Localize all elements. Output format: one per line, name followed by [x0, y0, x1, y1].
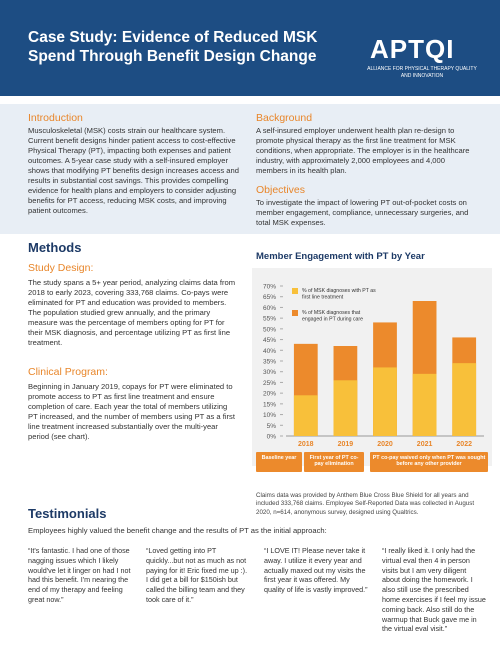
heading: Background: [256, 112, 313, 124]
chart-caption: Claims data was provided by Anthem Blue …: [256, 492, 475, 516]
y-tick-label: 70%: [263, 284, 276, 291]
legend-label: % of MSK diagnoses that engaged in PT dur…: [302, 310, 363, 323]
y-tick-label: 60%: [263, 305, 276, 312]
legend-line: engaged in PT during care: [302, 317, 363, 323]
y-tick-label: 45%: [263, 337, 276, 344]
legend-label-text: % of MSK diagnoses with PT as first line …: [302, 288, 376, 301]
y-tick-label: 25%: [263, 380, 276, 387]
y-tick-label: 55%: [263, 316, 276, 323]
subheading: Study Design:: [28, 262, 94, 274]
heading: Methods: [28, 240, 82, 255]
bar: [373, 367, 397, 436]
annotation-box: [370, 452, 488, 472]
bar: [452, 363, 477, 436]
bar: [293, 395, 318, 436]
legend-line: % of MSK diagnoses with PT as: [302, 288, 376, 294]
y-tick-label: 20%: [263, 391, 276, 398]
logo-tagline: ALLIANCE FOR PHYSICAL THERAPY QUALITY AN…: [367, 66, 477, 79]
bar: [412, 373, 437, 436]
y-tick-label: 30%: [263, 369, 276, 376]
x-tick-label: 2022: [456, 441, 472, 448]
x-tick-label: 2020: [377, 441, 393, 448]
annotation-box: [304, 452, 364, 472]
y-tick-label: 15%: [263, 401, 276, 408]
annotation-text: First year of PT co-pay elimination: [309, 455, 359, 468]
y-tick-label: 65%: [263, 294, 276, 301]
paragraph: To investigate the impact of lowering PT…: [256, 198, 469, 227]
annotation-text: PT co-pay waived only when PT was sought…: [372, 455, 486, 468]
annotation-box: [256, 452, 302, 472]
y-tick-label: 0%: [267, 434, 277, 441]
y-tick-label: 35%: [263, 359, 276, 366]
paragraph: Musculoskeletal (MSK) costs strain our h…: [28, 126, 239, 215]
bar: [333, 380, 358, 436]
annotation-text: Baseline year: [261, 455, 297, 461]
legend-line: first line treatment: [302, 295, 344, 301]
heading: Introduction: [28, 112, 83, 124]
logo: APTQI: [370, 34, 455, 64]
paragraph: Beginning in January 2019, copays for PT…: [28, 382, 235, 441]
annotation: Baseline year: [261, 455, 297, 461]
chart: Member Engagement with PT by Year 0% 5% 10…: [252, 251, 492, 472]
title: Case Study: Evidence of Reduced MSK Spen…: [28, 29, 318, 65]
subheading: Clinical Program:: [28, 366, 108, 378]
quote: “Loved getting into PT quickly...but not…: [146, 546, 248, 604]
heading: Objectives: [256, 184, 306, 196]
quote: “I really liked it. I only had the virtu…: [382, 546, 486, 634]
annotation: First year of PT co-pay elimination: [309, 455, 359, 468]
intro-band: [0, 104, 500, 234]
legend-line: % of MSK diagnoses that: [302, 310, 361, 316]
legend-label-text: % of MSK diagnoses that engaged in PT dur…: [302, 310, 363, 323]
x-tick-label: 2021: [417, 441, 433, 448]
quote: “It's fantastic. I had one of those nagg…: [28, 546, 131, 604]
y-tick-label: 5%: [267, 423, 277, 430]
paragraph: The study spans a 5+ year period, analyz…: [28, 278, 236, 347]
legend-swatch: [292, 288, 298, 294]
header-band: [0, 0, 500, 96]
chart-title: Member Engagement with PT by Year: [256, 251, 425, 262]
annotation: PT co-pay waived only when PT was sought…: [372, 455, 486, 468]
legend-label: % of MSK diagnoses with PT as first line …: [302, 288, 376, 301]
y-tick-label: 40%: [263, 348, 276, 355]
y-tick-label: 10%: [263, 412, 276, 419]
chart-panel: [252, 268, 492, 466]
y-tick-label: 50%: [263, 326, 276, 333]
heading: Testimonials: [28, 506, 107, 521]
paragraph: A self-insured employer underwent health…: [256, 126, 470, 175]
x-tick-label: 2018: [298, 441, 314, 448]
quote: “I LOVE IT! Please never take it away. I…: [264, 546, 368, 595]
x-tick-label: 2019: [338, 441, 354, 448]
paragraph: Employees highly valued the benefit chan…: [28, 526, 327, 535]
legend-swatch: [292, 310, 298, 316]
